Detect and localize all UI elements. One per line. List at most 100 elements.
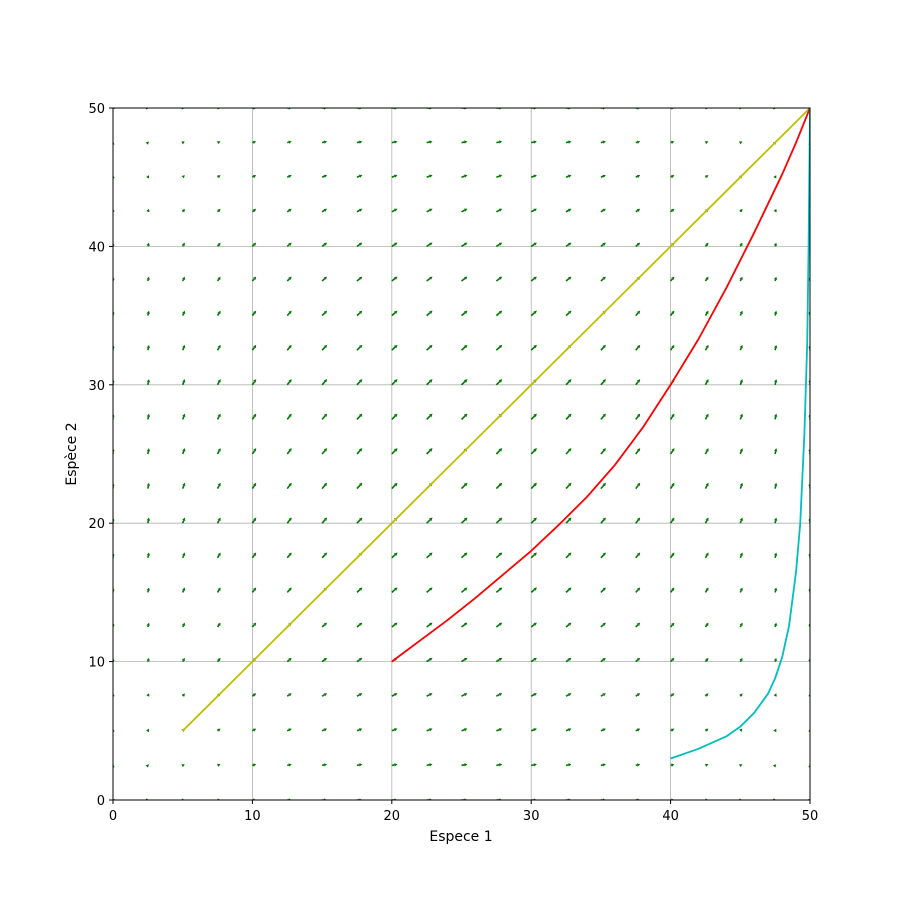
vector-arrow <box>773 622 778 628</box>
vector-arrow <box>426 140 433 144</box>
vector-arrow <box>251 344 257 351</box>
trajectories <box>182 108 810 760</box>
vector-arrow <box>635 587 641 593</box>
vector-arrow <box>460 552 468 559</box>
vector-arrow <box>181 379 186 386</box>
vector-arrow <box>496 728 503 732</box>
vector-arrow <box>356 728 363 732</box>
vector-arrow <box>461 174 468 178</box>
vector-arrow <box>530 552 537 559</box>
vector-arrow <box>286 413 292 420</box>
vector-arrow <box>391 174 398 178</box>
vector-arrow <box>565 276 572 282</box>
vector-arrow <box>773 242 777 247</box>
vector-arrow <box>669 482 675 490</box>
vector-arrow <box>286 344 292 351</box>
vector-arrow <box>565 657 572 663</box>
vector-arrow <box>530 693 537 697</box>
trajectory-3 <box>670 108 810 760</box>
vector-arrow <box>461 140 468 144</box>
vector-arrow <box>739 276 743 282</box>
vector-arrow <box>146 175 150 179</box>
vector-arrow <box>600 344 606 351</box>
vector-arrow <box>216 517 221 524</box>
vector-arrow <box>704 242 709 247</box>
vector-arrow <box>216 379 221 386</box>
vector-arrow <box>426 552 433 559</box>
vector-arrow <box>391 482 398 490</box>
vector-arrow <box>774 344 778 351</box>
vector-arrow <box>530 728 537 732</box>
vector-arrow <box>321 140 328 144</box>
y-tick-label: 20 <box>88 517 105 532</box>
vector-arrow <box>321 763 328 767</box>
vector-arrow <box>600 657 606 663</box>
vector-arrow <box>635 310 641 317</box>
vector-arrow <box>531 763 537 767</box>
vector-arrow <box>530 622 537 628</box>
vector-arrow <box>774 448 778 455</box>
vector-arrow <box>460 587 468 594</box>
vector-arrow <box>252 728 257 732</box>
vector-arrow <box>321 622 328 628</box>
vector-arrow <box>356 140 363 144</box>
vector-arrow <box>530 448 537 455</box>
vector-arrow <box>321 310 328 317</box>
vector-arrow <box>356 763 363 767</box>
vector-arrow <box>251 693 257 697</box>
vector-arrow <box>669 448 675 455</box>
vector-arrow <box>461 693 468 697</box>
vector-arrow <box>496 140 503 144</box>
vector-arrow <box>252 175 257 178</box>
vector-arrow <box>600 622 606 628</box>
vector-arrow <box>356 242 363 248</box>
vector-arrow <box>739 622 743 628</box>
vector-arrow <box>669 552 675 559</box>
vector-arrow <box>181 175 185 179</box>
vector-arrow <box>391 310 398 317</box>
vector-arrow <box>565 587 572 593</box>
vector-arrow <box>704 344 709 351</box>
vector-arrow <box>495 344 503 351</box>
vector-arrow <box>426 448 433 455</box>
vector-arrow <box>495 622 503 628</box>
vector-arrow <box>600 413 606 420</box>
vector-arrow <box>495 448 503 455</box>
vector-arrow <box>565 174 572 178</box>
vector-arrow <box>321 344 328 351</box>
vector-arrow <box>181 242 185 247</box>
vector-arrow <box>565 379 572 386</box>
vector-arrow <box>739 764 743 768</box>
vector-arrow <box>181 208 185 213</box>
vector-arrow <box>426 242 433 248</box>
vector-arrow <box>426 379 433 386</box>
vector-arrow <box>704 413 709 420</box>
vector-arrow <box>704 482 709 489</box>
vector-arrow <box>565 552 572 559</box>
vector-arrow <box>426 344 433 351</box>
vector-arrow <box>356 379 363 386</box>
vector-arrow <box>181 693 185 697</box>
vector-arrow <box>391 552 398 559</box>
y-tick-label: 0 <box>97 794 105 809</box>
vector-arrow <box>146 482 151 489</box>
vector-arrow <box>496 174 503 178</box>
vector-arrow <box>495 482 503 490</box>
vector-arrow <box>181 482 186 489</box>
vector-arrow <box>530 344 537 351</box>
vector-arrow <box>321 208 328 213</box>
vector-arrow <box>565 310 572 317</box>
vector-arrow <box>635 174 641 178</box>
vector-arrow <box>251 413 257 420</box>
vector-arrow <box>774 517 778 524</box>
vector-arrow <box>670 657 675 663</box>
vector-arrow <box>461 622 468 628</box>
vector-arrow <box>669 413 675 420</box>
vector-arrow <box>251 379 257 386</box>
vector-arrow <box>286 552 292 559</box>
x-tick-label: 0 <box>109 809 117 824</box>
vector-arrow <box>739 657 743 662</box>
vector-arrow <box>146 344 150 351</box>
vector-arrow <box>391 448 398 455</box>
